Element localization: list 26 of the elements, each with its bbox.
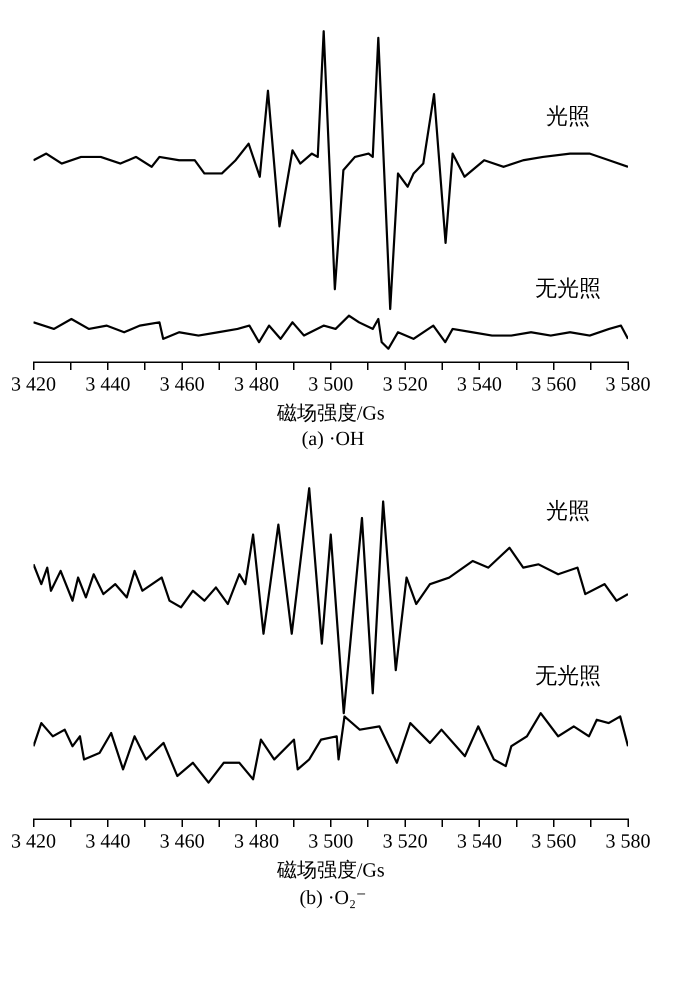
x-tick-label: 3 420 <box>11 830 56 852</box>
x-tick-label: 3 420 <box>11 373 56 396</box>
series-label: 无光照 <box>535 276 601 301</box>
series-label: 无光照 <box>535 663 601 688</box>
x-tick-label: 3 520 <box>382 373 428 396</box>
x-axis-title: 磁场强度/Gs <box>276 402 385 424</box>
x-tick-label: 3 440 <box>85 830 130 852</box>
text: (a) ·OH <box>300 428 366 451</box>
series-label: 光照 <box>546 104 590 129</box>
x-axis-title: 磁场强度/Gs <box>276 859 385 882</box>
x-tick-label: 3 500 <box>308 830 354 852</box>
x-tick-label: 3 460 <box>160 373 205 396</box>
x-tick-label: 3 440 <box>85 373 130 396</box>
x-tick-label: 3 480 <box>234 373 279 396</box>
x-tick-label: 3 500 <box>308 373 354 396</box>
x-tick-label: 3 480 <box>234 830 279 852</box>
x-tick-label: 3 460 <box>160 830 205 852</box>
x-tick-label: 3 540 <box>456 373 502 396</box>
x-tick-label: 3 540 <box>456 830 502 852</box>
x-tick-label: 3 580 <box>606 373 650 396</box>
x-tick-label: 3 560 <box>531 830 576 852</box>
x-tick-label: 3 560 <box>531 373 576 396</box>
series-label: 光照 <box>546 498 590 523</box>
x-tick-label: 3 580 <box>606 830 650 852</box>
text: (b) ·O₂⁻ <box>298 886 368 910</box>
x-tick-label: 3 520 <box>382 830 428 852</box>
